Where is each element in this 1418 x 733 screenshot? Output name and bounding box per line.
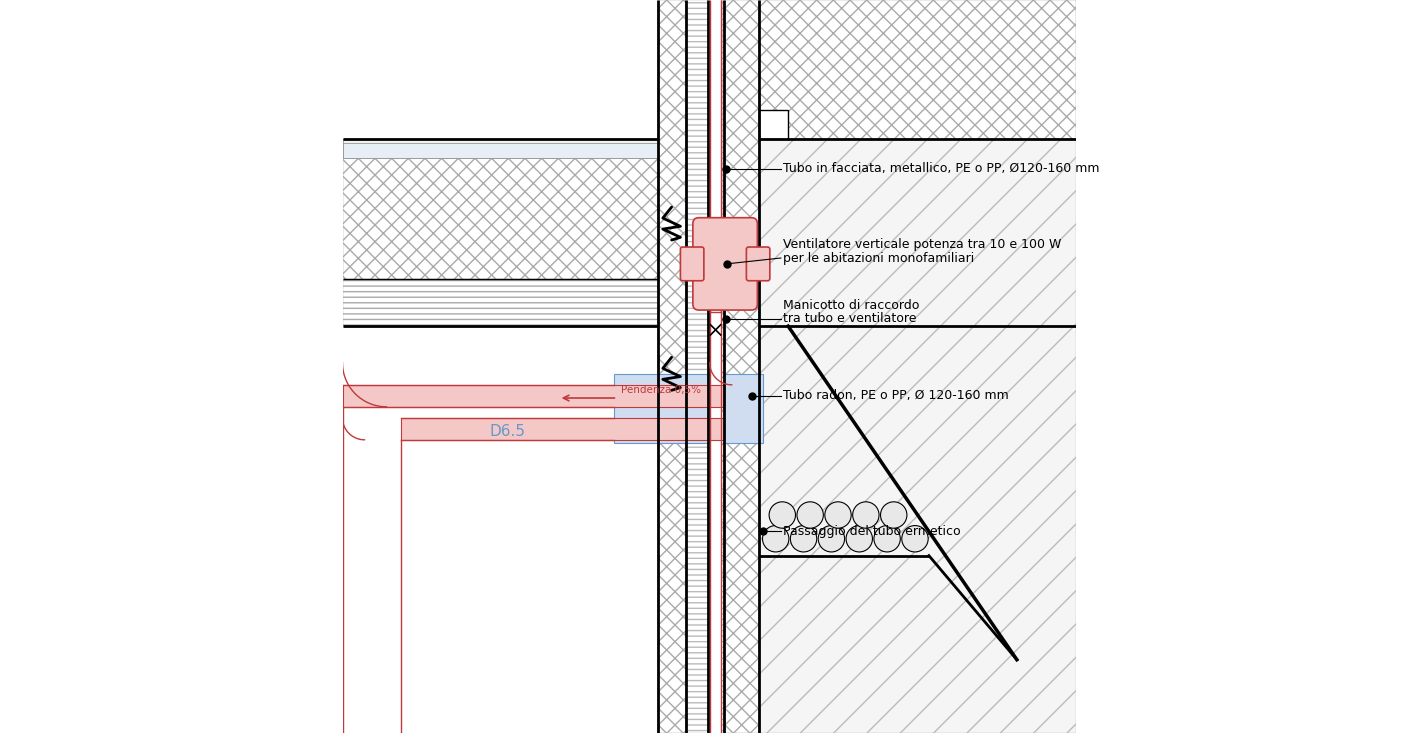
Circle shape (881, 502, 908, 528)
Bar (343, 143, 658, 158)
Bar (708, 326, 723, 484)
Bar (708, 484, 723, 586)
Bar (614, 374, 763, 443)
Bar (343, 139, 658, 158)
Circle shape (769, 502, 795, 528)
FancyBboxPatch shape (681, 247, 703, 281)
Bar (759, 0, 1075, 139)
Circle shape (825, 502, 851, 528)
Text: per le abitazioni monofamiliari: per le abitazioni monofamiliari (783, 251, 974, 265)
FancyBboxPatch shape (693, 218, 757, 310)
FancyBboxPatch shape (746, 247, 770, 281)
Bar (723, 0, 759, 733)
Circle shape (873, 526, 900, 552)
Text: D6.5: D6.5 (489, 424, 525, 438)
Bar (343, 139, 658, 733)
Bar (759, 110, 788, 139)
Bar (343, 0, 658, 139)
Text: Passaggio del tubo ermetico: Passaggio del tubo ermetico (783, 525, 960, 538)
Bar (708, 484, 723, 586)
Bar (343, 385, 723, 407)
Text: Pendenza 0,5%: Pendenza 0,5% (621, 385, 700, 395)
Bar (710, 0, 722, 733)
Text: Manicotto di raccordo: Manicotto di raccordo (783, 299, 919, 312)
Bar (343, 279, 658, 326)
Bar (343, 139, 658, 326)
Bar (710, 0, 722, 218)
Circle shape (763, 526, 788, 552)
Circle shape (902, 526, 929, 552)
Circle shape (797, 502, 824, 528)
Bar (658, 0, 685, 733)
Circle shape (852, 502, 879, 528)
Bar (685, 0, 708, 733)
Text: Tubo radon, PE o PP, Ø 120-160 mm: Tubo radon, PE o PP, Ø 120-160 mm (783, 389, 1008, 402)
Text: Ventilatore verticale potenza tra 10 e 100 W: Ventilatore verticale potenza tra 10 e 1… (783, 238, 1062, 251)
Bar (401, 418, 723, 440)
Text: Tubo in facciata, metallico, PE o PP, Ø120-160 mm: Tubo in facciata, metallico, PE o PP, Ø1… (783, 162, 1099, 175)
Circle shape (790, 526, 817, 552)
Circle shape (818, 526, 845, 552)
Text: tra tubo e ventilatore: tra tubo e ventilatore (783, 312, 916, 325)
Bar (759, 0, 1075, 139)
Bar (708, 0, 723, 733)
Bar (759, 139, 1075, 733)
Circle shape (847, 526, 872, 552)
